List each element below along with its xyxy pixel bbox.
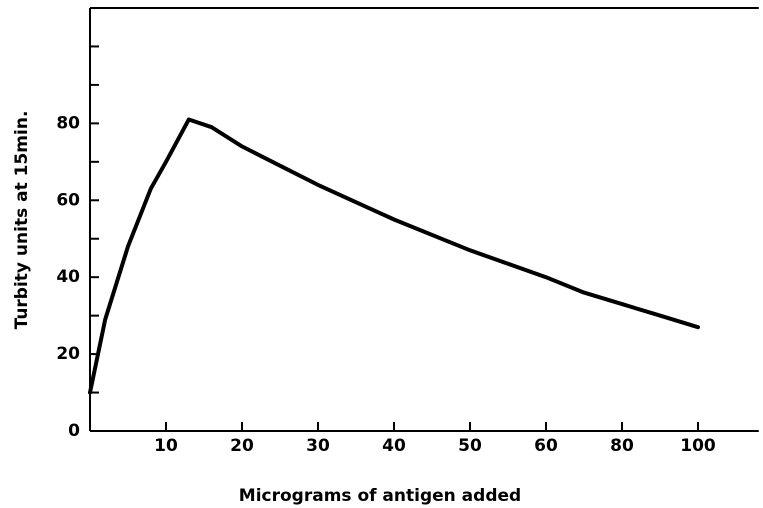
x-tick-label: 10 [154, 436, 178, 456]
x-tick-label: 60 [534, 436, 558, 456]
y-tick-label: 20 [56, 344, 80, 364]
x-tick-label: 100 [680, 436, 716, 456]
x-tick-label: 40 [382, 436, 406, 456]
y-tick-label: 60 [56, 190, 80, 210]
y-axis-title: Turbity units at 15min. [12, 111, 32, 330]
x-tick-label: 50 [458, 436, 482, 456]
y-tick-label: 40 [56, 267, 80, 287]
x-tick-label: 20 [230, 436, 254, 456]
x-tick-label: 80 [610, 436, 634, 456]
y-tick-label: 80 [56, 113, 80, 133]
data-line [88, 117, 700, 395]
x-axis-title: Micrograms of antigen added [239, 486, 521, 506]
y-tick-label: 0 [68, 421, 80, 441]
x-tick-label: 30 [306, 436, 330, 456]
